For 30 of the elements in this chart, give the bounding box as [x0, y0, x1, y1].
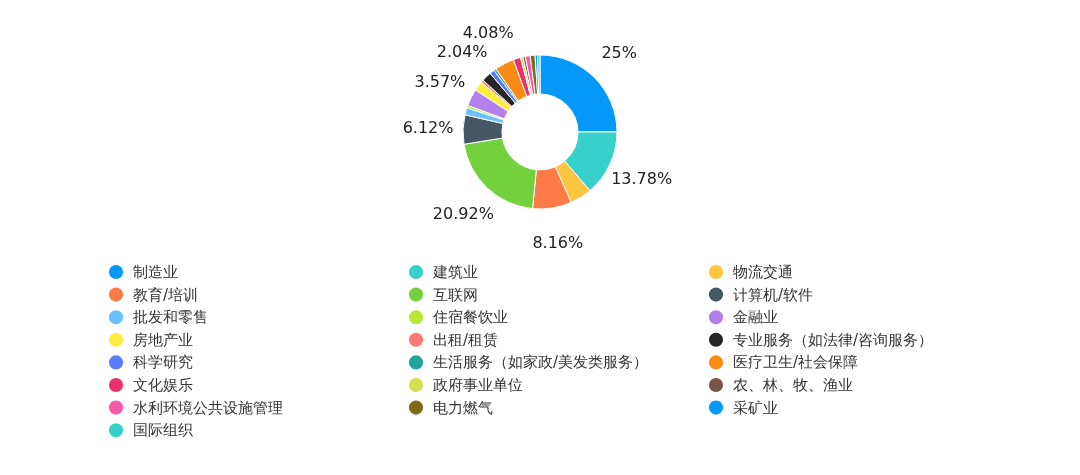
data-label: 4.08%: [462, 22, 514, 42]
legend-label: 文化娱乐: [133, 376, 193, 394]
legend-label: 政府事业单位: [433, 376, 523, 394]
data-label: 25%: [601, 42, 637, 62]
legend-label: 采矿业: [733, 398, 778, 417]
legend-label: 科学研究: [133, 353, 193, 372]
legend-label: 互联网: [433, 285, 478, 304]
legend-label: 物流交通: [733, 263, 793, 281]
legend-label: 电力燃气: [433, 398, 493, 417]
data-label: 2.04%: [436, 41, 488, 61]
legend-label: 农、林、牧、渔业: [733, 376, 853, 394]
legend-label: 金融业: [733, 308, 778, 327]
data-label: 3.57%: [414, 71, 466, 91]
legend-label: 批发和零售: [133, 308, 208, 327]
legend-label: 国际组织: [133, 421, 193, 440]
legend-label: 生活服务（如家政/美发类服务）: [433, 353, 649, 372]
legend-label: 建筑业: [432, 263, 478, 281]
legend-label: 出租/租赁: [433, 330, 499, 349]
legend-label: 制造业: [133, 263, 178, 281]
legend-label: 专业服务（如法律/咨询服务）: [733, 330, 934, 349]
data-label: 8.16%: [532, 232, 584, 252]
data-label: 13.78%: [611, 169, 673, 189]
data-label: 6.12%: [402, 118, 454, 138]
legend-label: 计算机/软件: [733, 285, 814, 304]
data-label: 20.92%: [432, 203, 494, 223]
legend-label: 住宿餐饮业: [432, 308, 508, 327]
legend-label: 水利环境公共设施管理: [133, 398, 283, 417]
legend-label: 教育/培训: [133, 285, 199, 304]
legend-label: 房地产业: [133, 330, 193, 349]
legend-label: 医疗卫生/社会保障: [733, 353, 859, 372]
